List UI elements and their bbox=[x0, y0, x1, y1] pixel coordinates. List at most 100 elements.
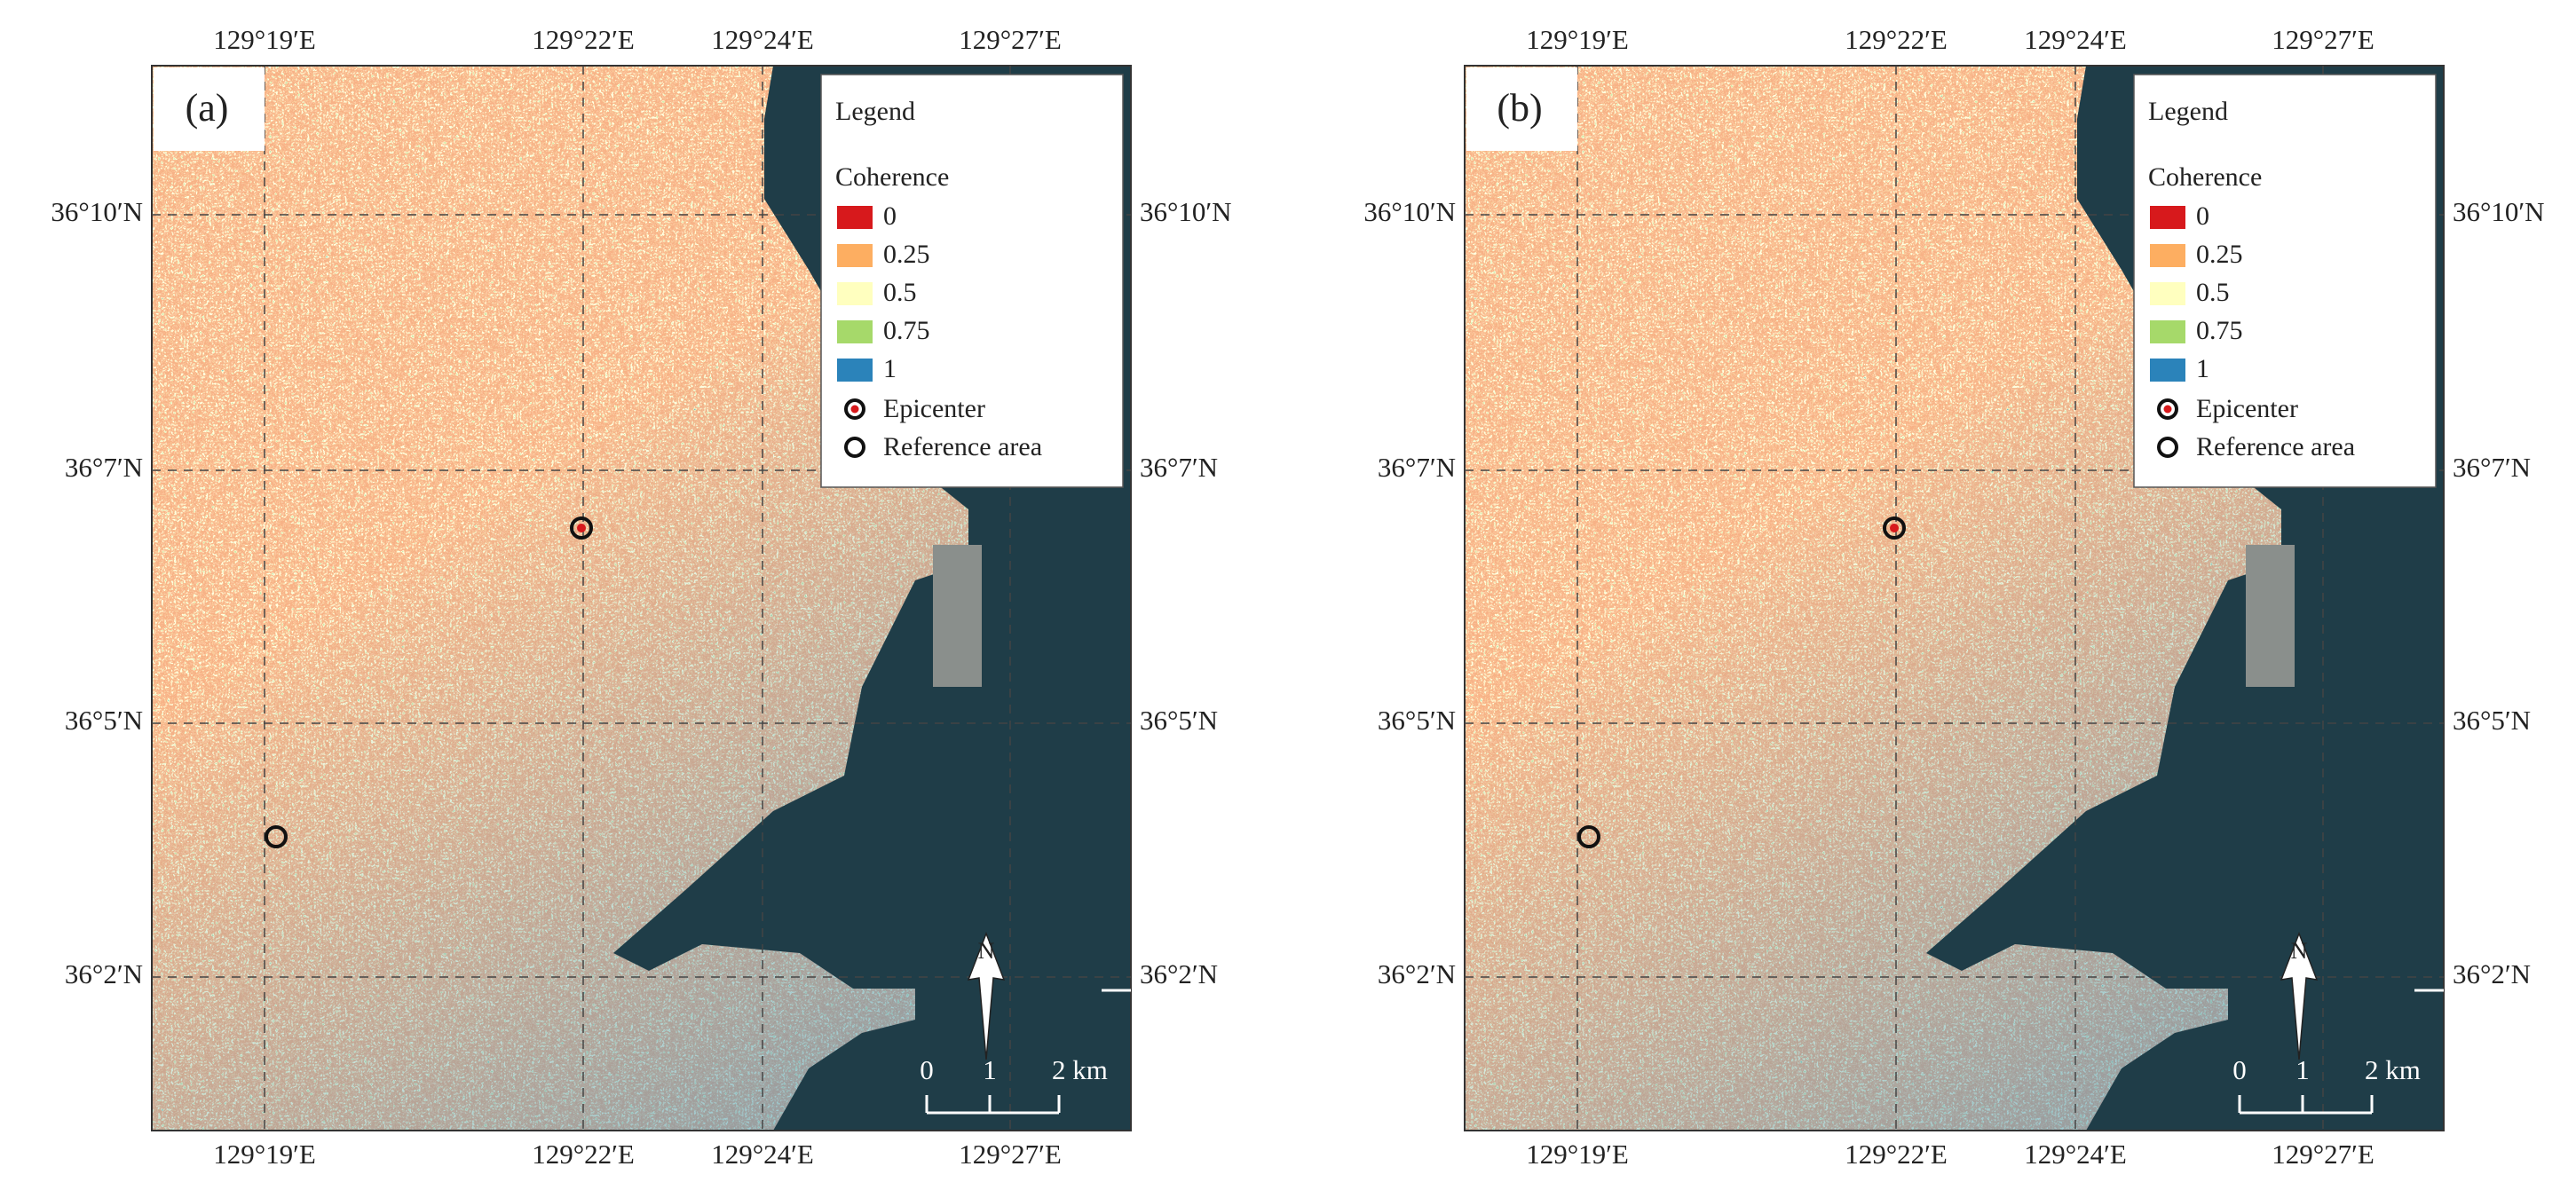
legend-swatch bbox=[837, 359, 873, 382]
epicenter-dot bbox=[577, 524, 586, 532]
lon-label: 129°24′E bbox=[711, 24, 814, 55]
reference-marker bbox=[265, 825, 288, 848]
legend-label: 1 bbox=[2196, 354, 2209, 383]
panel: 129°19′E 129°19′E 129°22′E 129°22′E 129°24′E… bbox=[51, 24, 1231, 1170]
reference-marker bbox=[1577, 825, 1600, 848]
lat-label: 36°10′N bbox=[51, 196, 143, 227]
legend-label: 0.25 bbox=[2196, 240, 2243, 269]
legend-epicenter bbox=[2157, 398, 2178, 420]
lat-label: 36°2′N bbox=[1140, 958, 1218, 989]
map-frame bbox=[151, 65, 1132, 1131]
scale-label: 1 bbox=[983, 1054, 997, 1085]
lat-label: 36°5′N bbox=[65, 705, 143, 736]
legend-swatch bbox=[837, 320, 873, 343]
lon-label: 129°24′E bbox=[711, 1139, 814, 1170]
lon-label: 129°22′E bbox=[1845, 1139, 1948, 1170]
lat-label: 36°10′N bbox=[1140, 196, 1232, 227]
lon-label: 129°22′E bbox=[1845, 24, 1948, 55]
epicenter-marker bbox=[1883, 516, 1906, 540]
scale-label: 0 bbox=[920, 1054, 934, 1085]
legend-swatch bbox=[2150, 359, 2185, 382]
panel-label: (a) bbox=[186, 86, 229, 130]
lon-label: 129°22′E bbox=[532, 1139, 635, 1170]
legend-swatch bbox=[2150, 244, 2185, 267]
lon-label: 129°24′E bbox=[2024, 1139, 2127, 1170]
scale-bar: 0 1 2 km bbox=[2232, 1054, 2421, 1115]
epicenter-dot bbox=[1890, 524, 1899, 532]
legend-label: 0 bbox=[2196, 201, 2209, 231]
lon-label: 129°19′E bbox=[213, 1139, 316, 1170]
legend-swatch bbox=[837, 206, 873, 229]
legend-swatch bbox=[2150, 206, 2185, 229]
panel-label-box bbox=[154, 67, 265, 151]
north-arrow bbox=[967, 931, 1006, 1060]
legend-epicenter-dot bbox=[850, 405, 859, 414]
panel-label: (b) bbox=[1497, 86, 1542, 130]
lat-label: 36°2′N bbox=[65, 958, 143, 989]
lat-label: 36°7′N bbox=[2453, 452, 2531, 483]
legend-box bbox=[820, 74, 1124, 488]
lat-label: 36°7′N bbox=[65, 452, 143, 483]
lat-label: 36°5′N bbox=[1378, 705, 1456, 736]
epicenter-marker bbox=[570, 516, 593, 540]
legend-swatch bbox=[2150, 282, 2185, 305]
legend-title: Legend bbox=[2148, 97, 2228, 126]
legend-subtitle: Coherence bbox=[835, 162, 949, 192]
legend-reference bbox=[844, 437, 865, 458]
lon-label: 129°19′E bbox=[213, 24, 316, 55]
legend-label: 0.75 bbox=[883, 316, 930, 345]
legend-label: 0.75 bbox=[2196, 316, 2243, 345]
lon-label: 129°24′E bbox=[2024, 24, 2127, 55]
legend-label: Reference area bbox=[2196, 432, 2355, 461]
port bbox=[2246, 545, 2295, 687]
lon-label: 129°27′E bbox=[2272, 24, 2375, 55]
legend-box bbox=[2133, 74, 2437, 488]
lat-label: 36°2′N bbox=[1378, 958, 1456, 989]
legend-label: Epicenter bbox=[883, 394, 985, 423]
lon-label: 129°19′E bbox=[1526, 24, 1629, 55]
lat-label: 36°5′N bbox=[2453, 705, 2531, 736]
legend: Legend Coherence 0 0.25 0.5 0.75 1 Epicenter Ref… bbox=[2133, 74, 2437, 488]
legend-swatch bbox=[2150, 320, 2185, 343]
legend-reference bbox=[2157, 437, 2178, 458]
legend-subtitle: Coherence bbox=[2148, 162, 2262, 192]
port bbox=[933, 545, 982, 687]
scale-label: 2 km bbox=[2365, 1054, 2421, 1085]
lon-label: 129°27′E bbox=[959, 1139, 1062, 1170]
legend-label: 0.5 bbox=[2196, 278, 2230, 307]
lon-label: 129°19′E bbox=[1526, 1139, 1629, 1170]
north-label: N bbox=[978, 938, 995, 964]
lat-label: 36°10′N bbox=[1363, 196, 1456, 227]
lat-label: 36°2′N bbox=[2453, 958, 2531, 989]
legend-label: Reference area bbox=[883, 432, 1042, 461]
legend-epicenter bbox=[844, 398, 865, 420]
map-frame bbox=[1464, 65, 2445, 1131]
north-label: N bbox=[2291, 938, 2308, 964]
legend-label: 0.5 bbox=[883, 278, 917, 307]
scale-label: 0 bbox=[2232, 1054, 2247, 1085]
lat-label: 36°5′N bbox=[1140, 705, 1218, 736]
lon-label: 129°27′E bbox=[959, 24, 1062, 55]
legend-label: 0.25 bbox=[883, 240, 930, 269]
panel: 129°19′E 129°19′E 129°22′E 129°22′E 129°24′E… bbox=[1363, 24, 2544, 1170]
lon-label: 129°27′E bbox=[2272, 1139, 2375, 1170]
lat-label: 36°7′N bbox=[1140, 452, 1218, 483]
scale-bar: 0 1 2 km bbox=[920, 1054, 1108, 1115]
legend-swatch bbox=[837, 244, 873, 267]
legend-title: Legend bbox=[835, 97, 915, 126]
north-arrow bbox=[2280, 931, 2319, 1060]
panel-label-box bbox=[1466, 67, 1577, 151]
lat-label: 36°10′N bbox=[2453, 196, 2545, 227]
legend-label: Epicenter bbox=[2196, 394, 2298, 423]
scale-label: 1 bbox=[2295, 1054, 2310, 1085]
legend-label: 1 bbox=[883, 354, 897, 383]
lat-label: 36°7′N bbox=[1378, 452, 1456, 483]
legend-epicenter-dot bbox=[2163, 405, 2172, 414]
legend-label: 0 bbox=[883, 201, 897, 231]
legend: Legend Coherence 0 0.25 0.5 0.75 1 Epicenter Ref… bbox=[820, 74, 1124, 488]
scale-label: 2 km bbox=[1052, 1054, 1108, 1085]
legend-swatch bbox=[837, 282, 873, 305]
lon-label: 129°22′E bbox=[532, 24, 635, 55]
